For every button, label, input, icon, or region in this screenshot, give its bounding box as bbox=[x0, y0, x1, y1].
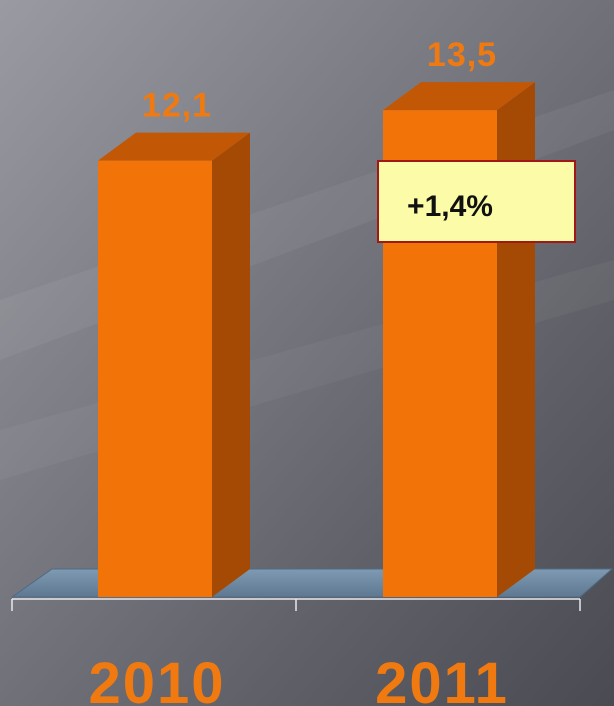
bar-side-face bbox=[212, 132, 250, 598]
value-label: 13,5 bbox=[427, 36, 497, 74]
category-label: 2011 bbox=[375, 651, 509, 706]
value-labels-group: 12,1 13,5 bbox=[142, 36, 497, 125]
x-axis bbox=[11, 598, 581, 611]
growth-annotation: +1,4% bbox=[377, 160, 576, 243]
category-labels-group: 2010 2011 bbox=[88, 651, 509, 706]
bar-top-face bbox=[383, 82, 535, 111]
value-label: 12,1 bbox=[142, 87, 212, 125]
annotation-box bbox=[377, 160, 576, 243]
annotation-text: +1,4% bbox=[407, 190, 493, 223]
bar-2010 bbox=[98, 132, 250, 598]
bar-2011 bbox=[383, 82, 535, 597]
bar-front-face bbox=[98, 160, 212, 598]
bar-top-face bbox=[98, 132, 250, 161]
bar-side-face bbox=[497, 82, 535, 597]
category-label: 2010 bbox=[88, 651, 225, 706]
